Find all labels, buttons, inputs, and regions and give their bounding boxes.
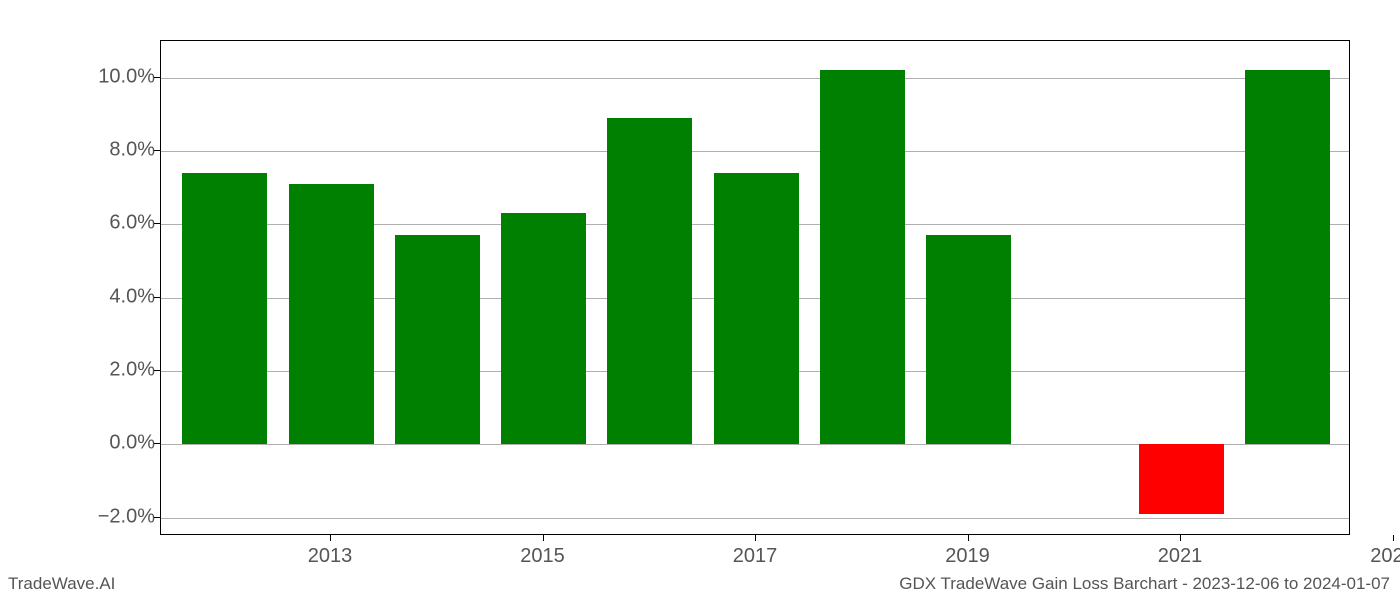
x-tick-label: 2023 bbox=[1370, 545, 1400, 568]
x-tick-mark bbox=[1393, 535, 1394, 541]
x-tick-label: 2013 bbox=[308, 545, 353, 568]
bar bbox=[1139, 444, 1224, 514]
y-tick-mark bbox=[154, 150, 160, 151]
x-tick-mark bbox=[968, 535, 969, 541]
chart-frame bbox=[160, 40, 1350, 535]
y-tick-label: 4.0% bbox=[109, 285, 155, 308]
x-tick-mark bbox=[755, 535, 756, 541]
bar bbox=[714, 173, 799, 444]
bar bbox=[501, 213, 586, 444]
bar bbox=[607, 118, 692, 444]
y-tick-mark bbox=[154, 517, 160, 518]
bar bbox=[182, 173, 267, 444]
bar bbox=[926, 235, 1011, 444]
x-tick-label: 2021 bbox=[1158, 545, 1203, 568]
gridline bbox=[161, 518, 1349, 519]
x-tick-mark bbox=[1180, 535, 1181, 541]
bar bbox=[820, 70, 905, 444]
x-tick-mark bbox=[543, 535, 544, 541]
y-tick-label: 6.0% bbox=[109, 212, 155, 235]
y-tick-mark bbox=[154, 223, 160, 224]
bar bbox=[395, 235, 480, 444]
y-tick-label: −2.0% bbox=[98, 505, 155, 528]
footer-brand: TradeWave.AI bbox=[8, 574, 115, 594]
y-tick-label: 2.0% bbox=[109, 359, 155, 382]
y-tick-mark bbox=[154, 297, 160, 298]
gridline bbox=[161, 78, 1349, 79]
y-tick-label: 8.0% bbox=[109, 139, 155, 162]
plot-area bbox=[161, 41, 1349, 534]
y-tick-label: 10.0% bbox=[98, 65, 155, 88]
bar bbox=[1245, 70, 1330, 444]
footer-caption: GDX TradeWave Gain Loss Barchart - 2023-… bbox=[899, 574, 1390, 594]
x-tick-label: 2015 bbox=[520, 545, 565, 568]
x-tick-mark bbox=[330, 535, 331, 541]
y-tick-label: 0.0% bbox=[109, 432, 155, 455]
gridline bbox=[161, 151, 1349, 152]
x-tick-label: 2017 bbox=[733, 545, 778, 568]
x-tick-label: 2019 bbox=[945, 545, 990, 568]
y-tick-mark bbox=[154, 370, 160, 371]
bar bbox=[289, 184, 374, 444]
y-tick-mark bbox=[154, 443, 160, 444]
y-tick-mark bbox=[154, 77, 160, 78]
